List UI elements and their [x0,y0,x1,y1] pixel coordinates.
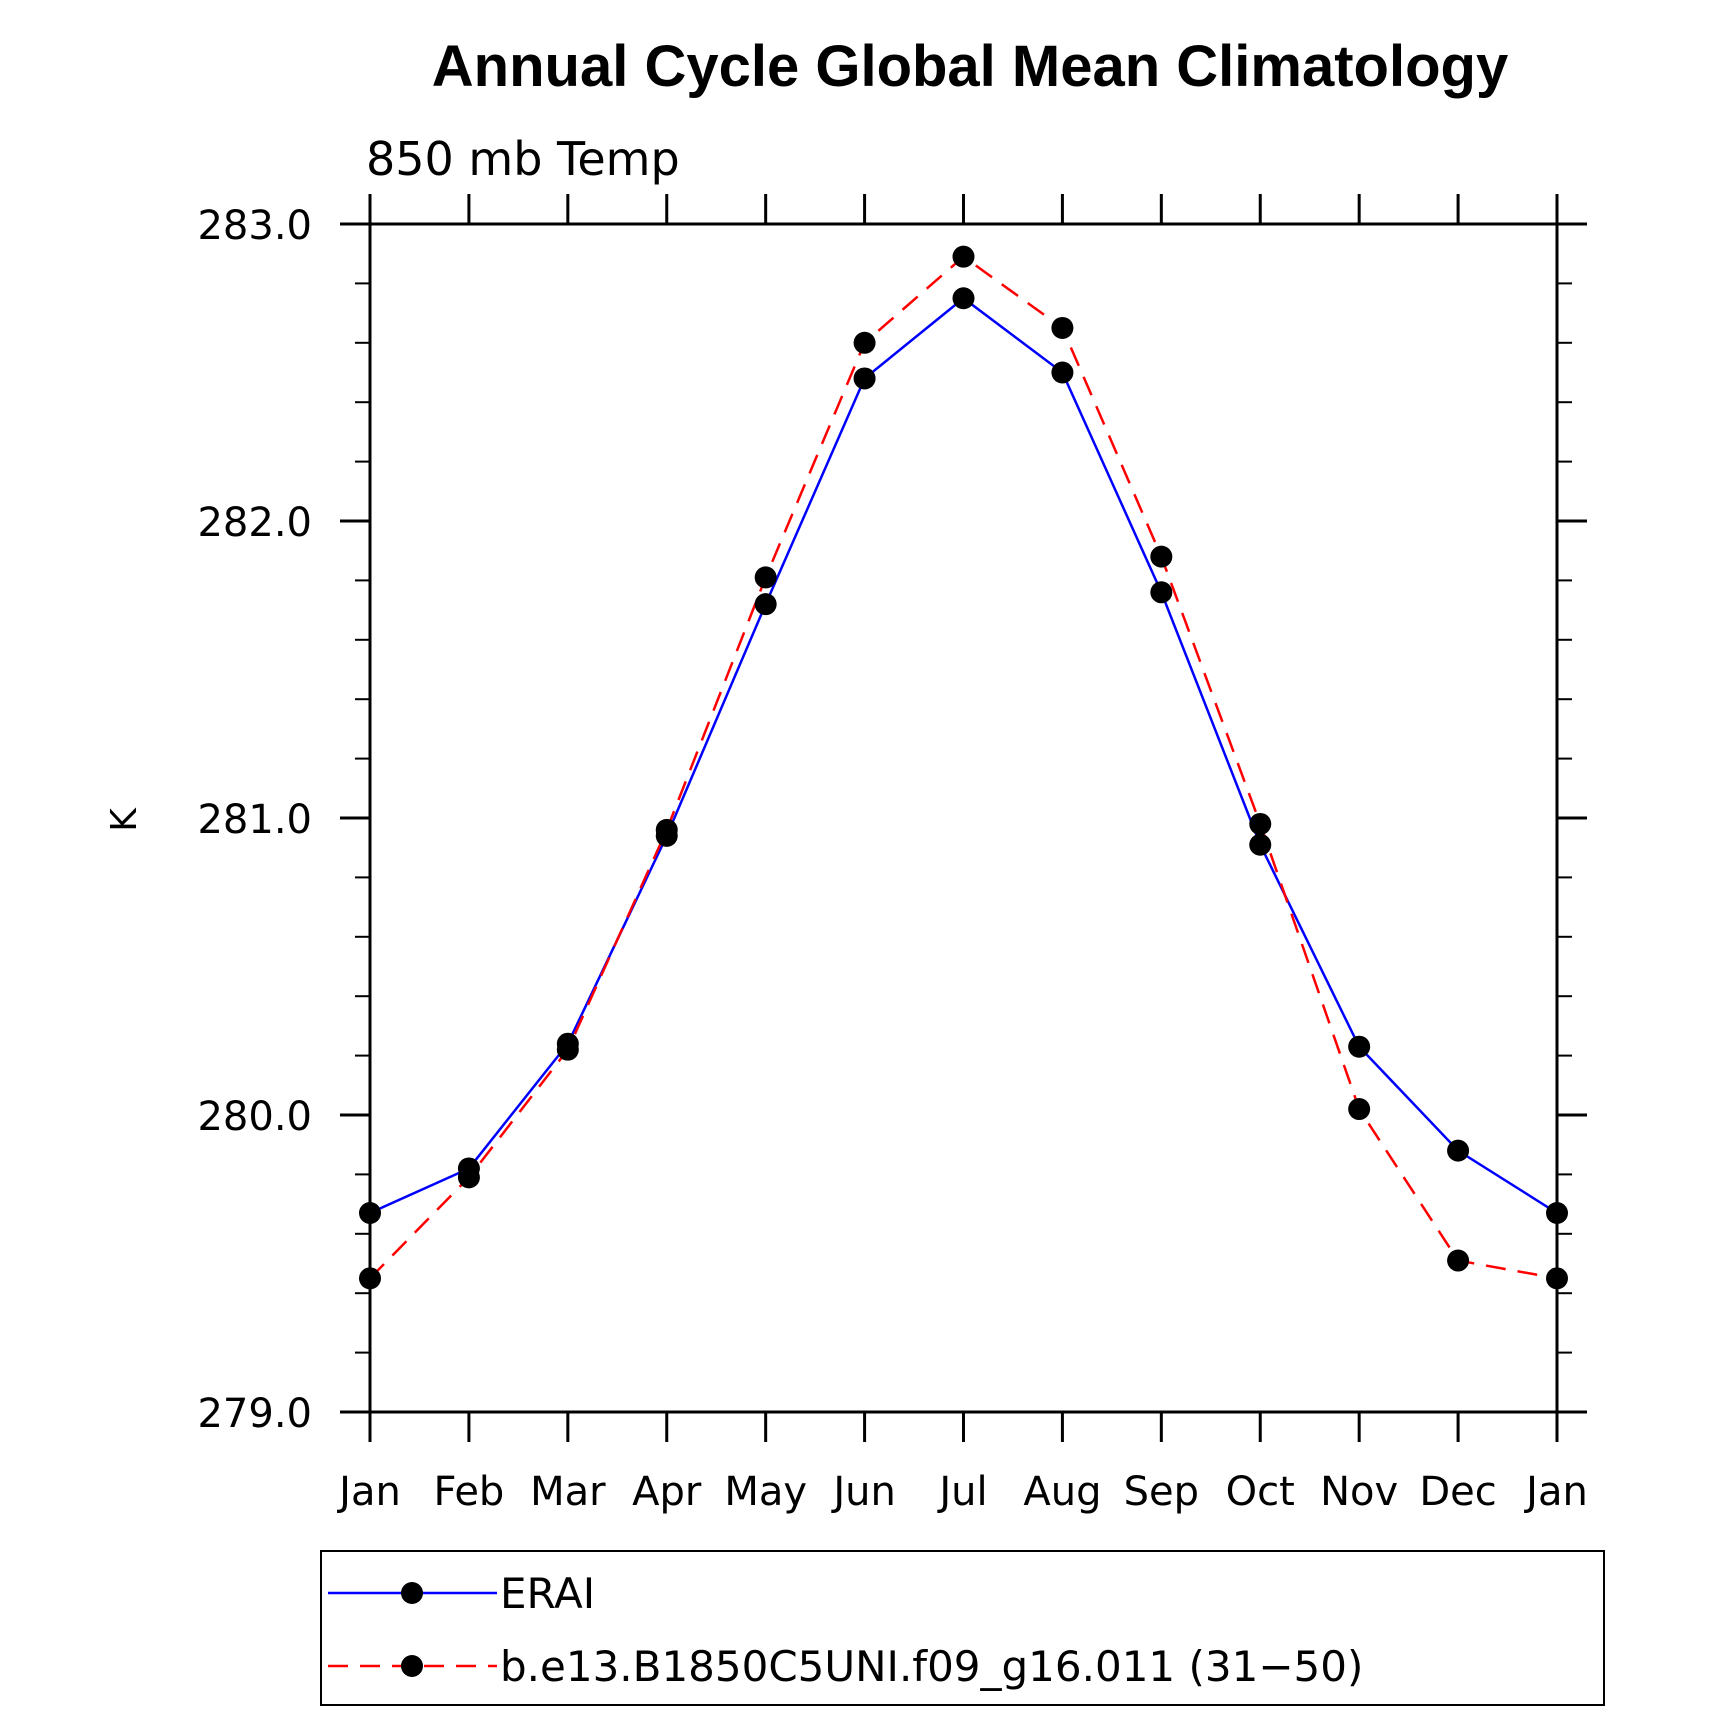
x-tick-label: Jan [336,1469,401,1515]
data-point-series-1 [1348,1098,1371,1121]
data-point-series-0 [1150,581,1173,604]
legend-label-model: b.e13.B1850C5UNI.f09_g16.011 (31−50) [500,1642,1363,1691]
x-tick-label: Jul [936,1469,987,1515]
y-tick-label: 281.0 [197,797,312,843]
y-axis-label: K [104,807,145,832]
data-point-series-1 [853,331,876,354]
data-point-series-1 [1150,545,1173,568]
x-tick-label: Mar [530,1469,606,1515]
plot-frame [368,222,1559,1414]
data-point-series-1 [952,245,975,268]
x-tick-label: Feb [434,1469,505,1515]
data-point-series-0 [1249,833,1272,856]
y-tick-label: 282.0 [197,500,312,546]
x-tick-label: Dec [1419,1469,1496,1515]
legend-marker-model [401,1655,423,1677]
legend-label-erai: ERAI [500,1569,595,1618]
y-tick-label: 279.0 [197,1391,312,1437]
data-point-series-1 [1447,1249,1470,1272]
data-point-series-1 [556,1038,579,1061]
legend-box [320,1550,1605,1706]
data-point-series-1 [457,1166,480,1189]
axis-ticks [340,194,1587,1442]
data-point-series-1 [1051,316,1074,339]
data-point-series-0 [1348,1035,1371,1058]
series-line-1 [369,255,1558,1280]
x-tick-label: Sep [1124,1469,1199,1515]
x-tick-labels: Jan Feb Mar Apr May Jun Jul Aug Sep Oct Nov Dec Jan [336,1469,1588,1515]
legend: ERAI b.e13.B1850C5UNI.f09_g16.011 (31−50… [320,1550,1605,1706]
y-tick-label: 280.0 [197,1094,312,1140]
y-tick-label: 283.0 [197,203,312,249]
chart-title: Annual Cycle Global Mean Climatology [432,34,1508,99]
x-tick-label: Jan [1523,1469,1588,1515]
data-point-series-0 [1447,1139,1470,1162]
data-point-series-0 [754,593,777,616]
data-point-series-0 [1051,361,1074,384]
x-tick-label: Aug [1023,1469,1101,1515]
data-point-series-0 [952,287,975,310]
x-tick-label: Nov [1320,1469,1398,1515]
data-point-series-1 [1249,812,1272,835]
x-tick-label: Jun [830,1469,896,1515]
chart-subtitle: 850 mb Temp [366,132,680,186]
x-tick-label: Apr [632,1469,702,1515]
x-tick-label: May [724,1469,807,1515]
data-point-series-1 [754,566,777,589]
data-point-series-1 [655,818,678,841]
y-tick-labels: 279.0 280.0 281.0 282.0 283.0 [197,203,312,1437]
x-tick-label: Oct [1226,1469,1295,1515]
series-layer [359,245,1568,1290]
legend-marker-erai [401,1582,423,1604]
data-point-series-0 [853,367,876,390]
